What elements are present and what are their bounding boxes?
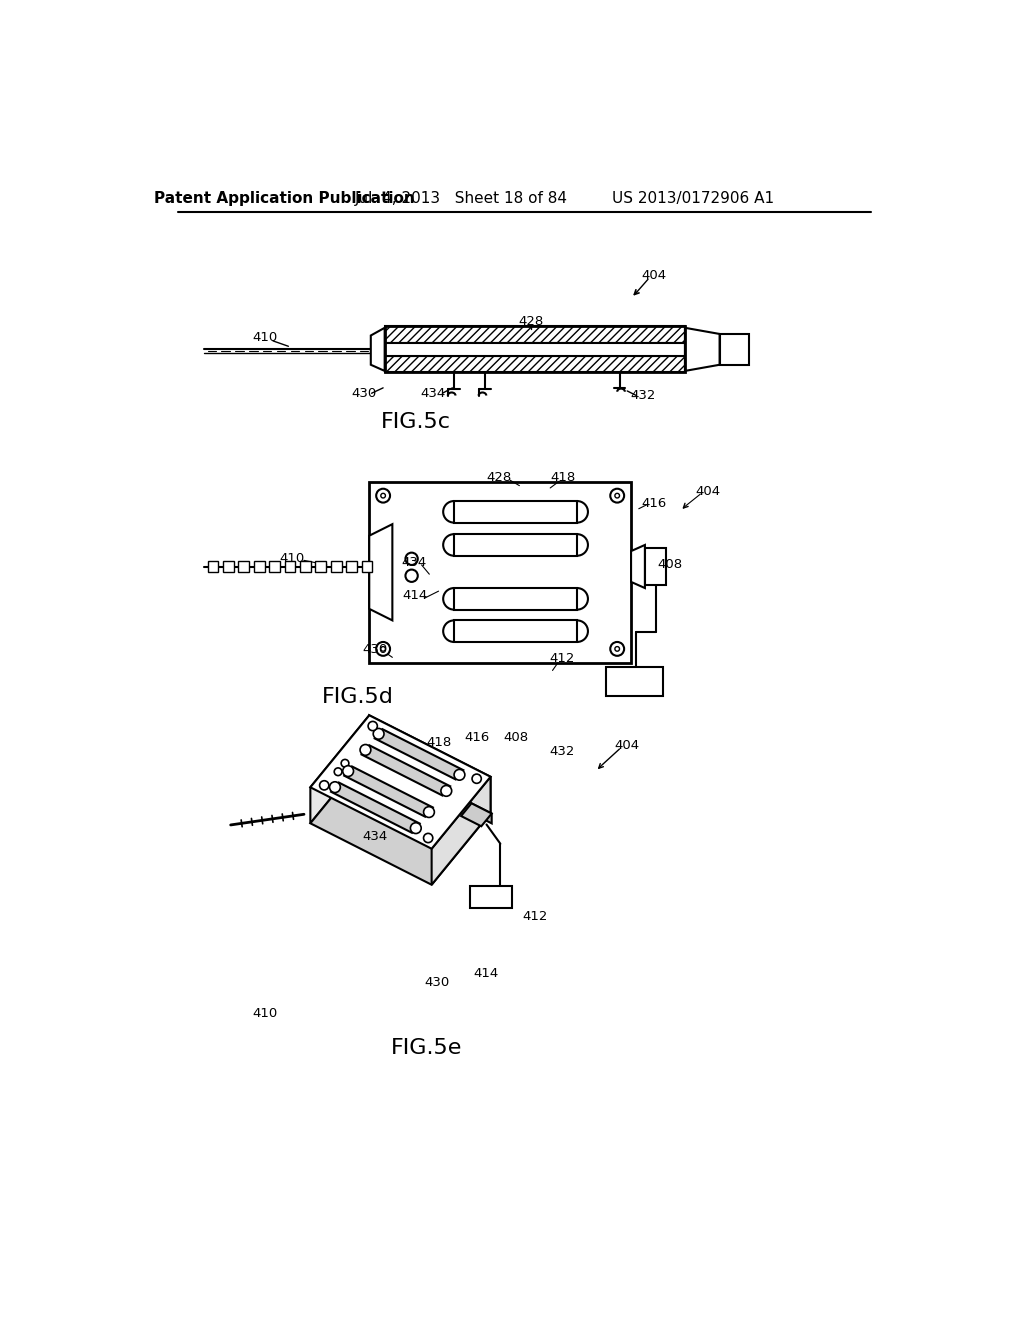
Text: 408: 408 [657, 558, 682, 572]
Circle shape [360, 744, 371, 755]
Text: 434: 434 [401, 556, 427, 569]
Circle shape [368, 722, 378, 731]
Circle shape [424, 833, 433, 842]
Polygon shape [310, 715, 370, 824]
Text: 408: 408 [503, 731, 528, 744]
Polygon shape [370, 524, 392, 620]
Bar [385, 343, 685, 355]
Circle shape [373, 729, 384, 739]
Bar [239, 561, 249, 572]
Text: 434: 434 [421, 387, 445, 400]
Polygon shape [310, 715, 490, 849]
Text: 430: 430 [362, 643, 388, 656]
Circle shape [424, 807, 434, 817]
Circle shape [406, 570, 418, 582]
Text: 416: 416 [465, 731, 489, 744]
Text: 418: 418 [551, 471, 575, 483]
Polygon shape [361, 746, 451, 796]
Circle shape [610, 642, 625, 656]
Circle shape [319, 780, 329, 789]
Bar [454, 535, 578, 556]
Circle shape [411, 822, 421, 833]
Text: 418: 418 [426, 735, 452, 748]
Bar [454, 620, 578, 642]
Text: 432: 432 [549, 744, 574, 758]
Text: Jul. 4, 2013   Sheet 18 of 84: Jul. 4, 2013 Sheet 18 of 84 [355, 191, 568, 206]
Text: 412: 412 [522, 911, 548, 924]
Circle shape [472, 774, 481, 783]
Circle shape [406, 553, 418, 565]
Text: 428: 428 [362, 787, 388, 800]
Text: FIG.5d: FIG.5d [322, 688, 393, 708]
Bar [385, 326, 685, 343]
Bar [223, 561, 233, 572]
Bar [208, 561, 218, 572]
Text: Patent Application Publication: Patent Application Publication [155, 191, 415, 206]
Bar [346, 561, 357, 572]
Circle shape [330, 781, 340, 792]
Text: 432: 432 [630, 389, 655, 403]
Text: 430: 430 [351, 387, 377, 400]
Bar [331, 561, 342, 572]
Polygon shape [685, 327, 720, 371]
Text: 428: 428 [486, 471, 511, 483]
Bar [269, 561, 280, 572]
Text: US 2013/0172906 A1: US 2013/0172906 A1 [611, 191, 774, 206]
Text: 410: 410 [253, 330, 278, 343]
Bar [605, 667, 664, 696]
Polygon shape [371, 327, 385, 371]
Bar [454, 502, 578, 523]
Text: 414: 414 [474, 966, 499, 979]
Polygon shape [631, 545, 645, 589]
Bar [720, 334, 749, 364]
Polygon shape [432, 776, 490, 884]
Text: 416: 416 [641, 496, 667, 510]
Bar [370, 482, 631, 663]
Bar [285, 561, 295, 572]
Text: 430: 430 [424, 975, 450, 989]
Bar [300, 561, 310, 572]
Text: 428: 428 [518, 315, 544, 329]
Bar [645, 548, 667, 585]
Polygon shape [461, 804, 492, 826]
Circle shape [376, 642, 390, 656]
Circle shape [376, 488, 390, 503]
Circle shape [441, 785, 452, 796]
Circle shape [334, 768, 342, 776]
Bar [254, 561, 264, 572]
Text: 434: 434 [362, 829, 388, 842]
Text: FIG.5c: FIG.5c [381, 412, 451, 432]
Bar [361, 561, 373, 572]
Polygon shape [375, 729, 463, 779]
Text: 404: 404 [695, 484, 721, 498]
Polygon shape [370, 715, 490, 813]
Text: FIG.5e: FIG.5e [391, 1038, 463, 1057]
Circle shape [341, 759, 349, 767]
Polygon shape [344, 767, 433, 817]
Polygon shape [331, 783, 420, 833]
Text: 404: 404 [614, 739, 640, 751]
Bar [315, 561, 326, 572]
Circle shape [454, 770, 465, 780]
Text: 412: 412 [549, 652, 574, 665]
Polygon shape [310, 751, 490, 884]
Polygon shape [471, 804, 492, 824]
Text: 410: 410 [253, 1007, 278, 1019]
Bar [470, 886, 512, 908]
Bar [454, 589, 578, 610]
Bar [385, 326, 685, 372]
Text: 404: 404 [642, 269, 667, 282]
Circle shape [343, 766, 353, 776]
Text: 410: 410 [280, 552, 305, 565]
Text: 414: 414 [402, 589, 428, 602]
Circle shape [610, 488, 625, 503]
Bar [385, 355, 685, 372]
